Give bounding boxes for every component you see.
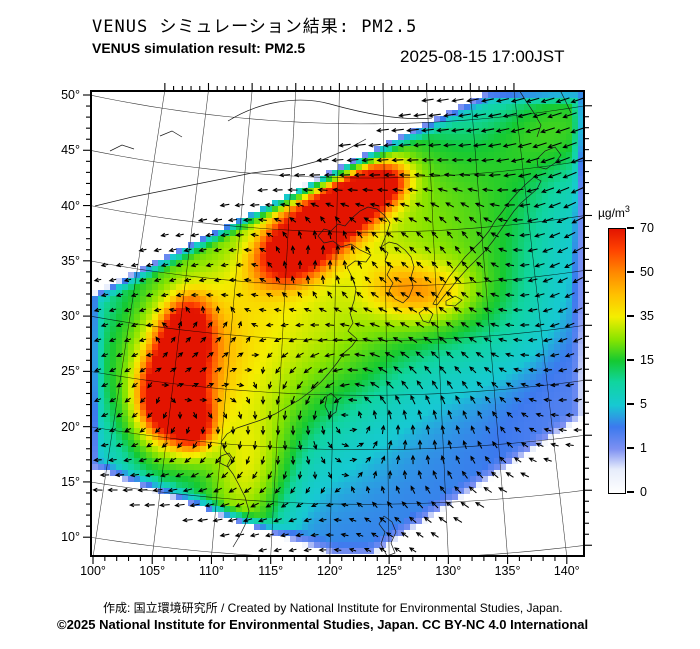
longitude-tick-label: 120° bbox=[316, 564, 343, 578]
colorbar-tick bbox=[627, 227, 634, 229]
colorbar-tick-label: 35 bbox=[640, 309, 654, 323]
longitude-tick-label: 105° bbox=[139, 564, 166, 578]
latitude-tick-label: 10° bbox=[61, 530, 80, 545]
colorbar-tick bbox=[627, 491, 634, 493]
colorbar-unit-exponent: 3 bbox=[624, 204, 630, 214]
longitude-tick-label: 115° bbox=[258, 564, 284, 578]
colorbar-tick-label: 70 bbox=[640, 221, 654, 235]
page-title-japanese: VENUS シミュレーション結果: PM2.5 bbox=[92, 17, 418, 37]
colorbar-tick-label: 15 bbox=[640, 353, 654, 367]
colorbar-unit-base: µg/m bbox=[598, 206, 625, 220]
longitude-tick-label: 130° bbox=[435, 564, 462, 578]
credit-line: 作成: 国立環境研究所 / Created by National Instit… bbox=[103, 601, 563, 615]
latitude-tick-label: 20° bbox=[61, 419, 80, 434]
latitude-tick-label: 25° bbox=[61, 364, 80, 379]
colorbar-tick bbox=[627, 315, 634, 317]
colorbar-tick-label: 50 bbox=[640, 265, 654, 279]
colorbar-tick bbox=[627, 403, 634, 405]
colorbar-tick-label: 1 bbox=[640, 441, 647, 455]
longitude-tick-label: 100° bbox=[80, 564, 106, 578]
pm25-heatmap-layer bbox=[92, 92, 583, 555]
colorbar-tick bbox=[627, 447, 634, 449]
page-title-english: VENUS simulation result: PM2.5 bbox=[92, 40, 306, 56]
colorbar-tick bbox=[627, 271, 634, 273]
latitude-tick-label: 30° bbox=[61, 309, 80, 324]
colorbar-tick-label: 0 bbox=[640, 485, 647, 499]
latitude-tick-label: 35° bbox=[61, 253, 80, 268]
longitude-tick-label: 140° bbox=[553, 564, 580, 578]
latitude-tick-label: 40° bbox=[61, 198, 80, 213]
colorbar bbox=[608, 228, 626, 494]
colorbar-tick-label: 5 bbox=[640, 397, 647, 411]
latitude-tick-label: 45° bbox=[61, 143, 80, 158]
longitude-tick-label: 125° bbox=[376, 564, 403, 578]
latitude-tick-label: 15° bbox=[61, 474, 80, 489]
latitude-tick-label: 50° bbox=[61, 88, 80, 102]
copyright-line: ©2025 National Institute for Environment… bbox=[57, 617, 589, 632]
colorbar-unit-label: µg/m3 bbox=[598, 204, 630, 220]
longitude-tick-label: 135° bbox=[494, 564, 521, 578]
forecast-timestamp: 2025-08-15 17:00JST bbox=[400, 47, 565, 66]
colorbar-tick bbox=[627, 359, 634, 361]
longitude-tick-label: 110° bbox=[198, 564, 224, 578]
